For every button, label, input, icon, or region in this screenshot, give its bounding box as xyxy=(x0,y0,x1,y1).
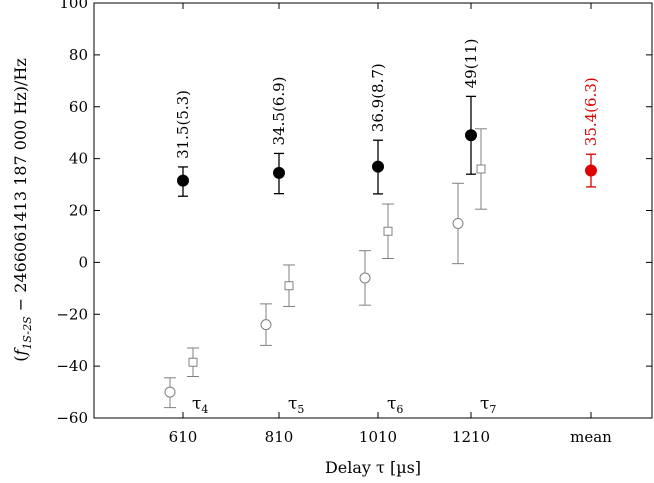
tau-label: τ4 xyxy=(192,394,208,416)
data-markers xyxy=(164,129,597,398)
data-point xyxy=(260,319,272,331)
data-point xyxy=(188,357,198,367)
data-point xyxy=(164,386,176,398)
y-axis-title-f: f xyxy=(11,346,30,356)
y-tick-label: −40 xyxy=(56,357,88,375)
data-point xyxy=(284,281,294,291)
y-tick-label: 20 xyxy=(69,202,88,220)
data-point xyxy=(359,272,371,284)
x-tick-label: 610 xyxy=(169,428,198,446)
tau-label: τ5 xyxy=(288,394,304,416)
x-tick-label: 810 xyxy=(265,428,294,446)
tau-label: τ7 xyxy=(480,394,496,416)
value-label: 35.4(6.3) xyxy=(582,77,600,146)
tau-symbol: τ xyxy=(387,394,396,414)
y-tick-label: 60 xyxy=(69,98,88,116)
tau-symbol: τ xyxy=(288,394,297,414)
y-tick-label: −60 xyxy=(56,409,88,427)
data-point xyxy=(585,164,597,177)
y-tick-label: 40 xyxy=(69,150,88,168)
y-tick-label: −20 xyxy=(56,305,88,323)
tau-symbol: τ xyxy=(192,394,201,414)
y-tick-labels: −60 −40 −20 0 20 40 60 80 100 xyxy=(56,0,88,427)
value-label: 31.5(5.3) xyxy=(174,90,192,159)
tau-subscript: 6 xyxy=(396,403,403,416)
x-tick-label: 1210 xyxy=(452,428,490,446)
data-point xyxy=(476,164,486,174)
tau-subscript: 7 xyxy=(489,403,496,416)
error-bars xyxy=(164,95,596,409)
value-label: 49(11) xyxy=(462,38,480,88)
data-point xyxy=(465,129,477,142)
y-tick-label: 100 xyxy=(59,0,88,12)
x-axis-title: Delay τ [µs] xyxy=(325,458,421,477)
y-tick-label: 0 xyxy=(78,253,88,271)
tau-subscript: 5 xyxy=(297,403,304,416)
y-axis-title-open: ( xyxy=(11,355,30,361)
value-labels: 31.5(5.3) 34.5(6.9) 36.9(8.7) 49(11) 35.4(6.… xyxy=(174,38,600,158)
value-label: 34.5(6.9) xyxy=(270,76,288,145)
x-tick-labels: 610 810 1010 1210 mean xyxy=(169,428,613,446)
tau-subscript: 4 xyxy=(201,403,208,416)
tau-label: τ6 xyxy=(387,394,403,416)
value-label: 36.9(8.7) xyxy=(369,63,387,132)
y-axis-title: (f1S-2S − 2466061413 187 000 Hz)/Hz xyxy=(11,58,34,361)
axis-ticks xyxy=(94,2,652,419)
tau-annotations: τ4 τ5 τ6 τ7 xyxy=(192,394,496,416)
y-tick-label: 80 xyxy=(69,46,88,64)
y-axis-title-rest: − 2466061413 187 000 Hz)/Hz xyxy=(11,58,30,316)
tau-symbol: τ xyxy=(480,394,489,414)
x-tick-label: 1010 xyxy=(359,428,397,446)
data-point xyxy=(273,166,285,179)
data-point xyxy=(452,217,464,229)
y-axis-title-sub: 1S-2S xyxy=(21,316,34,350)
data-point xyxy=(177,174,189,187)
data-point xyxy=(372,160,384,173)
data-point xyxy=(383,226,393,236)
x-tick-label: mean xyxy=(570,428,612,446)
